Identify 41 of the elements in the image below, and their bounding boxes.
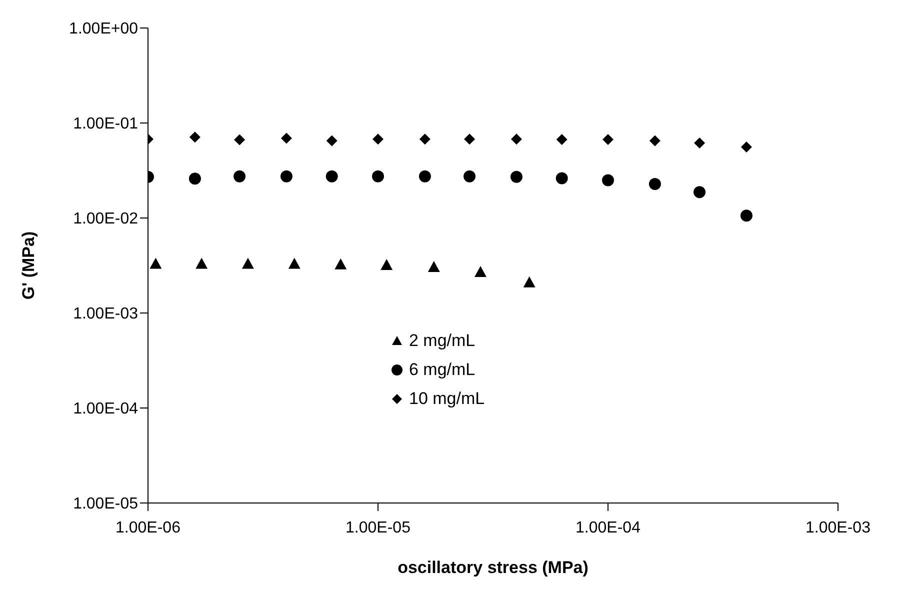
x-axis-title: oscillatory stress (MPa)	[398, 558, 588, 577]
point	[464, 134, 476, 145]
point	[372, 170, 384, 182]
point	[419, 134, 430, 145]
y-axis-title: G' (MPa)	[19, 231, 38, 300]
point	[188, 172, 201, 185]
point	[326, 170, 338, 182]
point	[602, 174, 614, 186]
point	[556, 172, 568, 184]
point	[234, 134, 246, 146]
y-tick-label: 1.00E-05	[73, 496, 138, 513]
point	[280, 170, 292, 182]
legend-label: 10 mg/mL	[409, 388, 485, 408]
x-tick-label: 1.00E-03	[806, 519, 871, 536]
point	[372, 134, 384, 145]
point	[649, 135, 660, 146]
legend-label: 6 mg/mL	[409, 360, 476, 380]
legend-label: 2 mg/mL	[409, 330, 476, 350]
point	[510, 134, 522, 145]
x-tick-label: 1.00E-05	[346, 519, 411, 536]
point	[694, 138, 706, 149]
point	[280, 132, 292, 144]
y-tick-label: 1.00E-01	[73, 116, 138, 133]
x-tick-label: 1.00E-06	[116, 519, 181, 536]
y-tick-label: 1.00E-02	[73, 210, 138, 228]
point	[418, 170, 431, 182]
point	[510, 170, 522, 183]
point	[740, 141, 752, 152]
point	[740, 210, 752, 222]
x-tick-label: 1.00E-04	[576, 519, 641, 536]
point	[464, 170, 476, 182]
y-tick-label: 1.00E-03	[73, 306, 138, 323]
point	[326, 135, 338, 146]
point	[189, 132, 200, 143]
point	[602, 134, 614, 146]
y-tick-label: 1.00E-04	[73, 400, 138, 418]
point	[234, 170, 246, 182]
y-tick-label: 1.00E+00	[69, 20, 138, 38]
point	[556, 134, 568, 146]
point	[694, 186, 706, 198]
point	[648, 178, 661, 190]
